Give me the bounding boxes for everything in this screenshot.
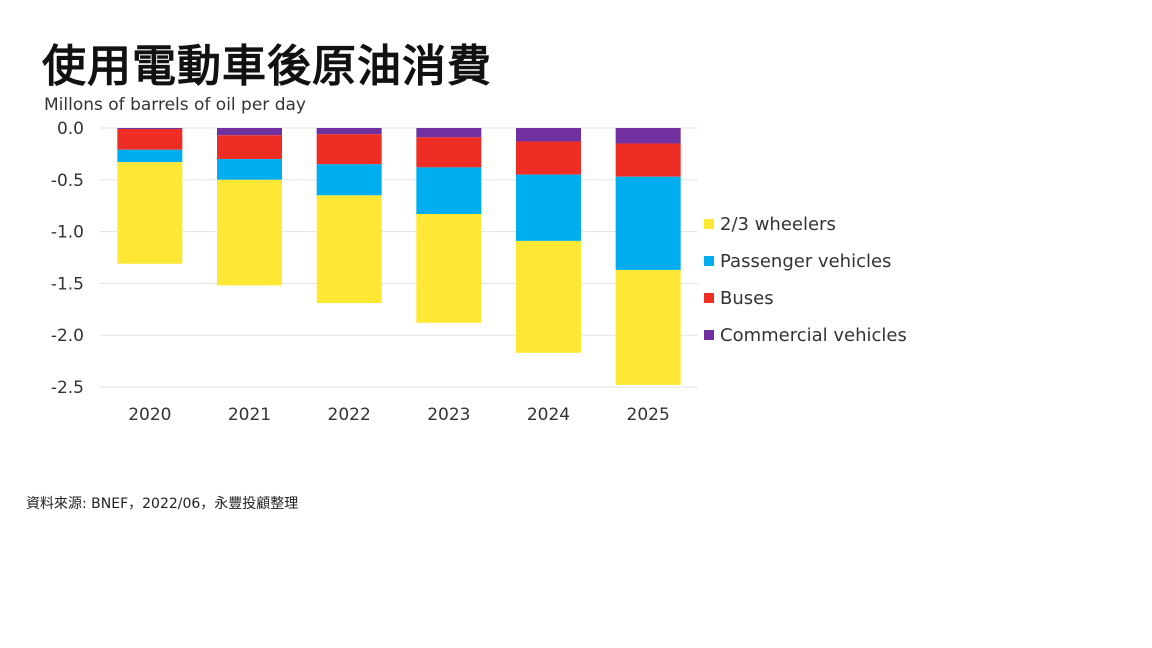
legend-swatch [704, 256, 714, 266]
bar-segment [117, 129, 183, 150]
legend-label: Buses [720, 288, 774, 309]
bar-segment [117, 128, 183, 130]
bar-segment [316, 128, 382, 135]
legend-swatch [704, 293, 714, 303]
bar-segment [416, 167, 482, 214]
source-note: 資料來源: BNEF，2022/06，永豐投顧整理 [26, 496, 299, 512]
bar-segment [316, 195, 382, 304]
bar-segment [117, 149, 183, 163]
legend-swatch [704, 330, 714, 340]
y-tick-label: -1.5 [51, 274, 84, 294]
bar-segment [217, 179, 282, 286]
x-tick-label: 2022 [328, 405, 371, 425]
bar-segment [217, 128, 282, 136]
x-tick-label: 2023 [427, 405, 470, 425]
bar-segment [516, 240, 581, 353]
y-tick-label: -1.0 [51, 223, 84, 243]
bar-segment [615, 128, 681, 144]
bar-segment [316, 134, 382, 165]
bar-segment [615, 176, 681, 270]
y-axis-label: Millons of barrels of oil per day [44, 95, 306, 115]
y-tick-label: 0.0 [57, 119, 84, 139]
y-tick-label: -2.5 [51, 378, 84, 398]
bars [117, 128, 681, 385]
bar-segment [217, 159, 282, 180]
x-tick-label: 2021 [228, 405, 271, 425]
legend-label: 2/3 wheelers [720, 214, 836, 235]
bar-segment [117, 162, 183, 264]
x-tick-label: 2025 [627, 405, 670, 425]
y-tick-label: -0.5 [51, 171, 84, 191]
bar-segment [615, 143, 681, 177]
bar-segment [416, 213, 482, 323]
x-axis-ticks: 2020 2021 2022 2023 2024 2025 [128, 405, 670, 425]
bar-segment [516, 141, 581, 175]
page-title: 使用電動車後原油消費 [42, 41, 492, 92]
x-tick-label: 2020 [128, 405, 171, 425]
bar-segment [217, 135, 282, 160]
gridlines [100, 127, 698, 388]
y-axis-ticks: 0.0 -0.5 -1.0 -1.5 -2.0 -2.5 [51, 119, 84, 398]
legend: 2/3 wheelers Passenger vehicles Buses Comme… [704, 214, 907, 346]
x-tick-label: 2024 [527, 405, 570, 425]
bar-segment [615, 269, 681, 385]
bar-segment [316, 164, 382, 196]
bar-segment [516, 174, 581, 241]
bar-segment [516, 128, 581, 142]
legend-swatch [704, 219, 714, 229]
y-tick-label: -2.0 [51, 326, 84, 346]
bar-segment [416, 137, 482, 168]
legend-label: Commercial vehicles [720, 325, 907, 346]
bar-segment [416, 128, 482, 138]
legend-label: Passenger vehicles [720, 251, 891, 272]
